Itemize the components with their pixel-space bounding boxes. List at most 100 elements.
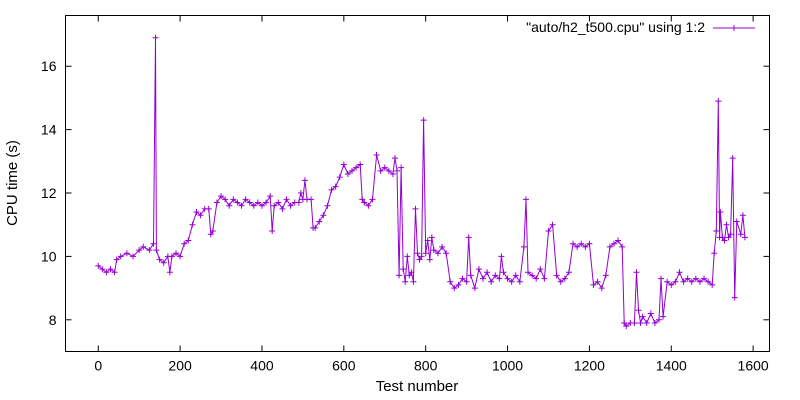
data-point-40 (250, 202, 257, 209)
data-point-101 (439, 243, 446, 250)
data-point-68 (349, 167, 356, 174)
data-point-45 (269, 228, 276, 235)
data-point-20 (173, 250, 180, 257)
legend: "auto/h2_t500.cpu" using 1:2 (526, 19, 755, 35)
data-point-15 (156, 256, 163, 263)
data-point-8 (130, 253, 137, 260)
data-point-163 (664, 278, 671, 285)
data-point-16 (160, 259, 167, 266)
data-point-127 (533, 275, 540, 282)
data-point-174 (709, 281, 716, 288)
data-point-181 (721, 237, 728, 244)
legend-label: "auto/h2_t500.cpu" using 1:2 (526, 19, 705, 35)
data-point-28 (205, 205, 212, 212)
data-point-25 (193, 209, 200, 216)
data-point-117 (498, 253, 505, 260)
data-point-96 (424, 237, 431, 244)
data-point-4 (111, 269, 118, 276)
data-point-150 (623, 323, 630, 330)
legend-marker (731, 25, 737, 31)
data-point-129 (541, 275, 548, 282)
data-point-7 (123, 250, 130, 257)
data-point-103 (447, 278, 454, 285)
data-point-153 (633, 269, 640, 276)
data-point-145 (606, 243, 613, 250)
data-point-146 (610, 240, 617, 247)
data-point-71 (359, 196, 366, 203)
data-point-171 (696, 278, 703, 285)
data-point-115 (492, 272, 499, 279)
data-point-190 (741, 234, 748, 241)
data-point-5 (113, 256, 120, 263)
y-tick-label-8: 8 (49, 312, 57, 328)
data-point-65 (336, 174, 343, 181)
data-point-18 (166, 269, 173, 276)
x-tick-label-200: 200 (168, 358, 192, 374)
data-point-35 (230, 196, 237, 203)
x-tick-label-600: 600 (332, 358, 356, 374)
data-point-26 (197, 212, 204, 219)
data-point-74 (369, 196, 376, 203)
data-point-47 (275, 199, 282, 206)
data-point-61 (320, 212, 327, 219)
data-point-49 (283, 196, 290, 203)
data-point-152 (631, 319, 638, 326)
data-point-118 (500, 269, 507, 276)
data-point-34 (226, 202, 233, 209)
data-point-158 (647, 310, 654, 317)
data-point-89 (410, 278, 417, 285)
y-tick-label-16: 16 (41, 58, 57, 74)
data-point-105 (455, 281, 462, 288)
data-point-128 (537, 266, 544, 273)
data-point-168 (684, 275, 691, 282)
data-point-147 (615, 237, 622, 244)
y-axis-title: CPU time (s) (4, 140, 21, 226)
data-point-31 (213, 199, 220, 206)
data-point-141 (590, 281, 597, 288)
data-point-46 (271, 202, 278, 209)
data-point-24 (189, 221, 196, 228)
data-point-33 (222, 196, 229, 203)
data-point-180 (719, 234, 726, 241)
data-point-164 (668, 281, 675, 288)
series-line-0 (97, 37, 746, 327)
data-point-39 (246, 199, 253, 206)
data-point-66 (340, 161, 347, 168)
data-point-189 (739, 212, 746, 219)
data-point-37 (238, 202, 245, 209)
data-point-53 (297, 190, 304, 197)
data-point-175 (711, 250, 718, 257)
data-point-112 (479, 275, 486, 282)
data-point-177 (715, 98, 722, 105)
data-point-52 (295, 199, 302, 206)
data-point-43 (263, 199, 270, 206)
data-point-98 (428, 234, 435, 241)
data-point-132 (553, 272, 560, 279)
data-point-0 (95, 262, 102, 269)
data-point-75 (373, 151, 380, 158)
data-point-79 (389, 170, 396, 177)
data-point-2 (103, 269, 110, 276)
x-tick-label-0: 0 (94, 358, 102, 374)
data-point-88 (408, 269, 415, 276)
data-point-69 (353, 164, 360, 171)
data-point-170 (692, 275, 699, 282)
data-point-32 (218, 193, 225, 200)
data-point-57 (308, 196, 315, 203)
data-point-106 (459, 275, 466, 282)
data-point-188 (737, 231, 744, 238)
data-point-124 (522, 196, 529, 203)
data-point-109 (467, 272, 474, 279)
data-point-38 (242, 196, 249, 203)
data-point-119 (504, 275, 511, 282)
data-point-99 (430, 247, 437, 254)
series-group (95, 34, 748, 330)
data-point-22 (181, 240, 188, 247)
data-point-13 (152, 34, 159, 41)
axis-ticks: 0 200 400 600 800 1000 1200 1400 1600 8 10 12 14 16 (41, 15, 770, 374)
data-point-19 (168, 253, 175, 260)
data-point-140 (586, 240, 593, 247)
data-point-186 (731, 294, 738, 301)
y-tick-label-12: 12 (41, 185, 57, 201)
